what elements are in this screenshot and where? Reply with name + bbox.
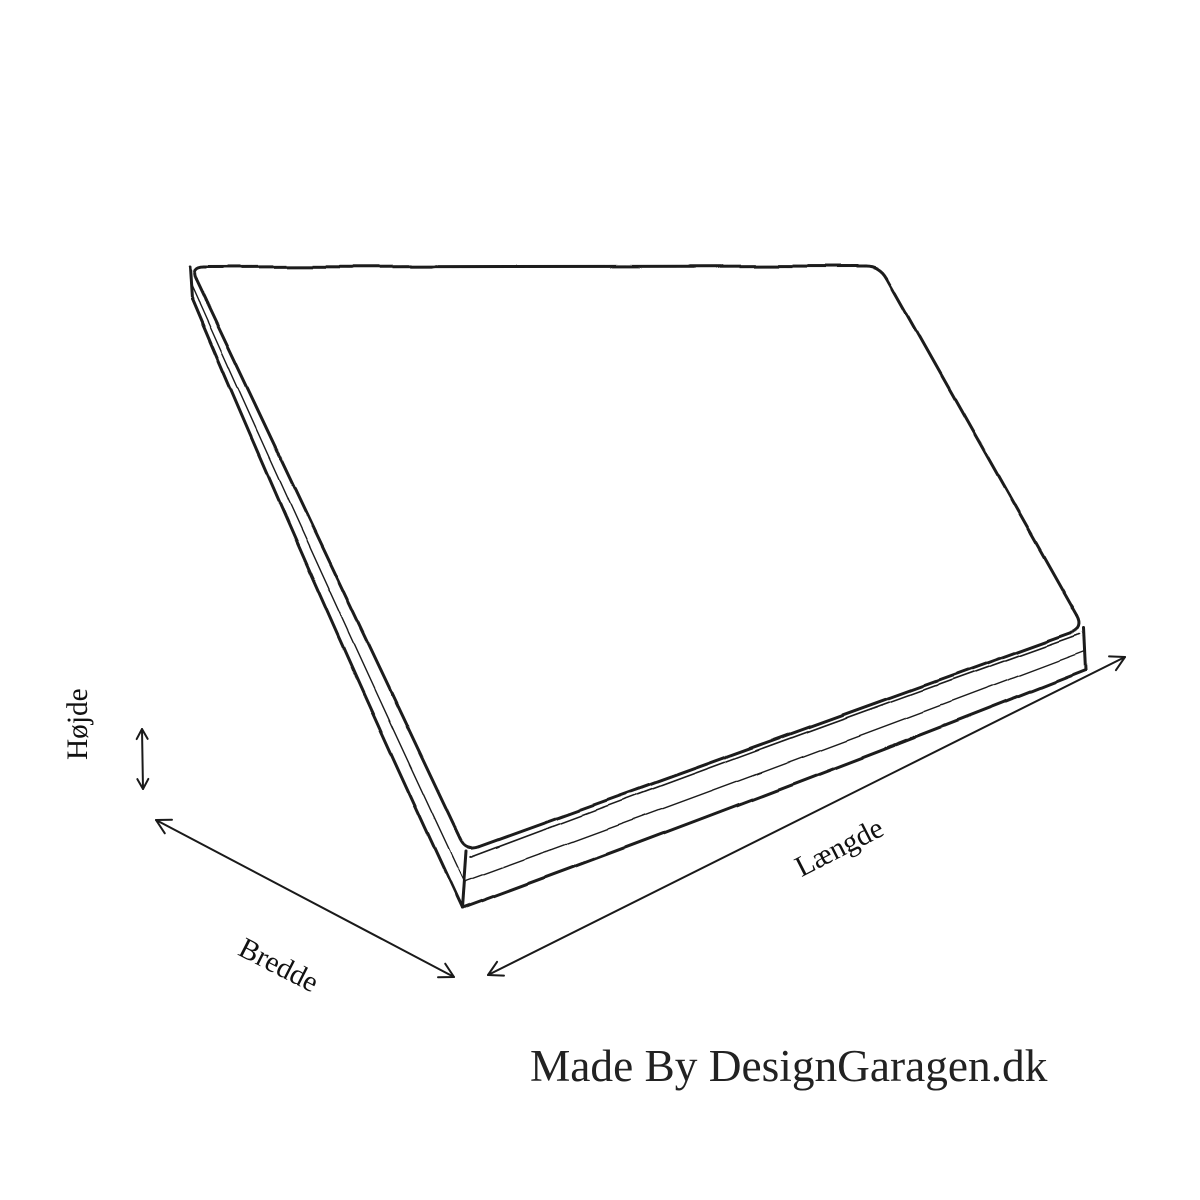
credit-text: Made By DesignGaragen.dk	[530, 1040, 1047, 1092]
mattress-sketch-svg	[0, 0, 1200, 1200]
diagram-stage: Højde Bredde Længde Made By DesignGarage…	[0, 0, 1200, 1200]
label-height: Højde	[62, 688, 95, 760]
